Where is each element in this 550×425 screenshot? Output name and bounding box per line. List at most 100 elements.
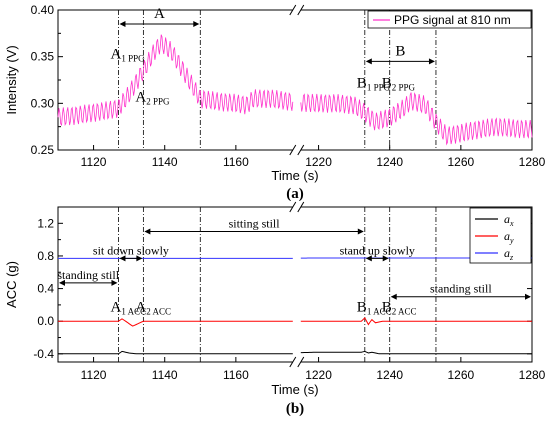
event-label: B1 PPG: [357, 75, 391, 92]
annotation-arrow-head: [59, 279, 65, 286]
y-tick-label: 0.30: [31, 96, 55, 110]
x-tick-label: 1160: [223, 155, 249, 169]
annotation-arrow-head: [136, 255, 143, 262]
legend-label-main: a: [504, 212, 510, 226]
series-line: [300, 317, 532, 326]
event-label: B2 ACC: [382, 299, 417, 316]
event-label: B2 PPG: [382, 75, 416, 92]
axis-frame-left: [57, 206, 293, 363]
event-label-main: A: [135, 89, 146, 105]
y-tick-label: 0.35: [31, 50, 55, 64]
event-label-sub: 1 ACC: [121, 306, 146, 316]
series-line: [300, 350, 532, 355]
y-tick-label: 1.2: [37, 216, 54, 230]
annotation-arrow-head: [119, 255, 126, 262]
event-label-sub: 2 ACC: [392, 306, 417, 316]
axis-break-mark: [289, 4, 297, 16]
legend-label: ax: [504, 212, 514, 228]
axis-break-mark: [289, 201, 297, 213]
annotation-arrow-head: [428, 58, 435, 65]
event-label-main: B: [382, 299, 392, 315]
event-label: A2 PPG: [135, 89, 170, 106]
event-label-sub: 2 PPG: [146, 96, 170, 106]
annotation-arrow-head: [365, 58, 372, 65]
event-label-sub: 1 ACC: [367, 306, 392, 316]
annotation-label: A: [154, 6, 165, 22]
event-label-main: A: [135, 299, 146, 315]
x-tick-label: 1260: [448, 368, 475, 382]
annotation-label: standing still: [57, 268, 119, 282]
axis-break-mark: [297, 144, 305, 156]
annotation-arrow-head: [382, 255, 389, 262]
annotation-arrow-head: [111, 279, 118, 286]
legend-label-main: a: [504, 246, 510, 260]
annotation-arrow-head: [144, 228, 151, 235]
legend-label: PPG signal at 810 nm: [394, 13, 511, 27]
annotation-arrow-head: [390, 293, 397, 300]
event-label: A2 ACC: [135, 299, 171, 316]
x-tick-label: 1280: [519, 155, 546, 169]
series-line: [58, 350, 293, 355]
series-line: [58, 318, 293, 327]
legend-label-sub: x: [509, 219, 514, 228]
axis-break-mark: [297, 201, 305, 213]
annotation-arrow-head: [357, 228, 364, 235]
y-tick-label: 0.4: [37, 282, 54, 296]
x-axis-label: Time (s): [271, 382, 318, 397]
x-tick-label: 1120: [81, 368, 107, 382]
series-line: [300, 92, 533, 146]
event-label-main: A: [110, 47, 121, 63]
axis-frame-right: [300, 206, 533, 363]
annotation-arrow-head: [119, 21, 126, 27]
x-tick-label: 1220: [305, 368, 332, 382]
annotation-label: standing still: [430, 282, 492, 296]
annotation-label: sitting still: [229, 216, 281, 230]
panel-a: 0.25 0.30 0.35 0.40 1120 1140 1160 1220 1240 1260…: [4, 3, 546, 202]
axis-break-mark: [289, 356, 297, 368]
annotation-arrow-head: [193, 21, 200, 27]
x-tick-label: 1120: [81, 155, 107, 169]
y-tick-label: 0.8: [37, 249, 54, 263]
y-tick-label: 0.40: [31, 3, 55, 17]
axis-frame-left: [57, 9, 293, 151]
legend-label: ay: [504, 229, 514, 245]
x-tick-label: 1160: [223, 368, 249, 382]
x-axis-label: Time (s): [271, 168, 318, 183]
event-label: A1 PPG: [110, 47, 145, 64]
x-tick-label: 1240: [376, 368, 403, 382]
panel-label: (a): [286, 186, 304, 202]
x-tick-label: 1220: [305, 155, 332, 169]
y-tick-label: 0.25: [31, 143, 55, 157]
axis-break-mark: [297, 4, 305, 16]
event-label: A1 ACC: [110, 299, 146, 316]
panel-label: (b): [286, 401, 304, 417]
event-label-sub: 1 PPG: [121, 54, 145, 64]
x-tick-label: 1280: [519, 368, 546, 382]
panel-b: -0.4 0.0 0.4 0.8 1.2 1120 1140 1160 1220 1240 1260…: [4, 201, 546, 417]
legend-label-sub: y: [509, 236, 514, 245]
legend-label-main: a: [504, 229, 510, 243]
event-label-sub: 2 PPG: [392, 82, 416, 92]
annotation-arrow-head: [365, 255, 372, 262]
x-tick-label: 1140: [152, 368, 178, 382]
event-label-main: B: [357, 75, 367, 91]
annotation-label: B: [395, 43, 405, 59]
series-line: [57, 34, 294, 127]
event-label: B1 ACC: [357, 299, 392, 316]
event-label-main: B: [382, 75, 392, 91]
y-axis-label: ACC (g): [4, 261, 19, 308]
legend-label-sub: z: [509, 253, 514, 262]
annotation-label: stand up slowly: [340, 243, 415, 257]
annotation-arrow-head: [525, 293, 531, 300]
y-tick-label: -0.4: [33, 347, 54, 361]
event-label-main: A: [110, 299, 121, 315]
axis-frame-right: [300, 9, 533, 151]
y-tick-label: 0.0: [37, 314, 54, 328]
event-label-sub: 1 PPG: [367, 82, 391, 92]
annotation-label: sit down slowly: [93, 243, 169, 257]
y-axis-label: Intensity (V): [4, 45, 19, 114]
event-label-sub: 2 ACC: [146, 306, 171, 316]
axis-break-mark: [289, 144, 297, 156]
x-tick-label: 1140: [152, 155, 178, 169]
